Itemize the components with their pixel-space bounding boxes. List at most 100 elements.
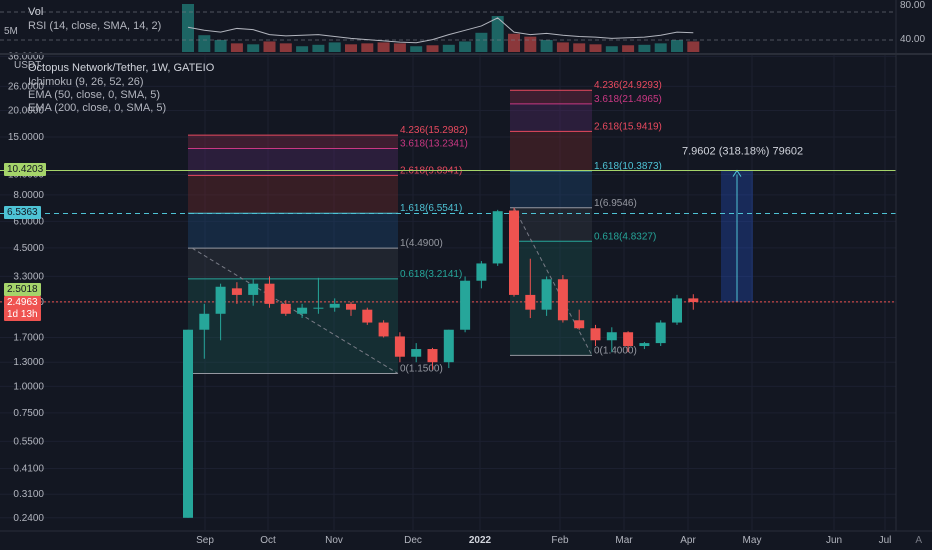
- candle-body: [476, 263, 487, 281]
- candle-body: [427, 349, 438, 363]
- cyan-level-tag: 6.5363: [4, 206, 41, 219]
- fib-extension-right[interactable]: 4.236(24.9293) 3.618(21.4965) 2.618(15.941…: [510, 80, 662, 356]
- candle-body: [346, 303, 356, 310]
- candle-body: [574, 320, 585, 329]
- rsi-line: [187, 17, 694, 44]
- fib-level-label: 1.618(10.3873): [594, 161, 662, 172]
- volume-bar: [312, 44, 325, 52]
- time-tick-label: Oct: [260, 535, 276, 546]
- candle-body: [394, 336, 405, 357]
- volume-bar: [687, 41, 700, 52]
- candle-body: [509, 210, 519, 295]
- time-tick-label: May: [743, 535, 762, 546]
- volume-bar: [214, 40, 227, 52]
- volume-bar: [605, 46, 618, 52]
- candle-body: [492, 211, 503, 264]
- fib-zone: [510, 103, 592, 132]
- price-tick-label: 8.0000: [13, 190, 44, 201]
- time-tick-label: Sep: [196, 535, 214, 546]
- rsi-polyline: [187, 17, 694, 44]
- candle-body: [443, 329, 454, 363]
- fib-level-label: 1.618(6.5541): [400, 203, 462, 214]
- horizontal-lines[interactable]: [0, 170, 896, 303]
- volume-bar: [573, 43, 586, 52]
- ema200-legend[interactable]: EMA (200, close, 0, SMA, 5): [28, 102, 167, 114]
- fib-level-label: 4.236(24.9293): [594, 80, 662, 91]
- ema50-legend[interactable]: EMA (50, close, 0, SMA, 5): [28, 89, 161, 101]
- volume-bar: [589, 44, 602, 52]
- price-tick-label: 36.0000: [8, 51, 45, 62]
- fib-zone: [188, 248, 398, 279]
- price-tick-label: 15.0000: [8, 132, 45, 143]
- rsi-axis-40: 40.00: [900, 34, 926, 45]
- grid-lines: [0, 55, 896, 530]
- candle-body: [541, 279, 552, 310]
- volume-bar: [328, 42, 341, 52]
- candle-body: [378, 322, 389, 337]
- rsi-legend[interactable]: RSI (14, close, SMA, 14, 2): [28, 20, 162, 32]
- fib-zone: [510, 207, 592, 242]
- candle-body: [525, 294, 536, 310]
- volume-pane: [0, 4, 896, 52]
- volume-bar: [638, 44, 651, 52]
- price-tick-label: 0.4100: [13, 463, 44, 474]
- volume-bar: [508, 33, 520, 52]
- price-tick-label: 1.3000: [13, 357, 44, 368]
- candle-body: [606, 332, 617, 341]
- volume-bar: [296, 46, 309, 52]
- volume-bar: [622, 45, 635, 52]
- candle-body: [264, 283, 275, 304]
- time-tick-label: Dec: [404, 535, 422, 546]
- candle-body: [623, 332, 634, 347]
- time-axis[interactable]: Sep Oct Nov Dec 2022 Feb Mar Apr May Jun Jul: [196, 535, 891, 546]
- price-tick-label: 0.5500: [13, 436, 44, 447]
- volume-bar: [671, 40, 683, 52]
- candle-body: [199, 313, 210, 330]
- fib-zone: [188, 135, 398, 149]
- price-axis[interactable]: 36.000026.000020.000015.000010.00008.000…: [8, 51, 45, 523]
- price-tick-label: 6.0000: [13, 216, 44, 227]
- ichimoku-legend[interactable]: Ichimoku (9, 26, 52, 26): [28, 76, 144, 88]
- price-tick-label: 4.5000: [13, 243, 44, 254]
- candle-body: [362, 309, 373, 323]
- auto-scale-button[interactable]: A: [915, 535, 922, 546]
- time-tick-label: Nov: [325, 535, 343, 546]
- price-range-measure[interactable]: 7.9602 (318.18%) 79602: [682, 146, 803, 302]
- fib-level-label: 3.618(21.4965): [594, 94, 662, 105]
- last-price-tag: 2.5018: [4, 283, 41, 296]
- fib-zone: [510, 170, 592, 208]
- volume-bar: [654, 43, 667, 52]
- volume-bar: [263, 41, 276, 52]
- candle-body: [639, 343, 650, 347]
- candle-body: [557, 279, 568, 321]
- candle-body: [688, 298, 699, 302]
- fib-zone: [510, 90, 592, 104]
- symbol-title[interactable]: Octopus Network/Tether, 1W, GATEIO: [28, 62, 215, 74]
- fib-level-label: 1(6.9546): [594, 198, 637, 209]
- price-tick-label: 3.3000: [13, 271, 44, 282]
- green-level-tag: 10.4203: [4, 163, 47, 176]
- candle-body: [280, 303, 291, 314]
- volume-bar: [230, 43, 243, 52]
- candles[interactable]: [183, 207, 699, 518]
- volume-bar: [475, 32, 488, 52]
- volume-bar: [491, 16, 504, 52]
- pane-separators: [0, 0, 932, 532]
- volume-legend[interactable]: Vol: [28, 6, 44, 18]
- volume-bar: [540, 40, 553, 52]
- price-tick-label: 1.7000: [13, 333, 44, 344]
- candle-body: [313, 307, 324, 309]
- fib-level-label: 0.618(3.2141): [400, 269, 462, 280]
- candle-body: [215, 286, 226, 314]
- candle-body: [329, 303, 340, 308]
- price-tick-label: 20.0000: [8, 106, 45, 117]
- countdown-tag: 1d 13h: [4, 308, 41, 321]
- fib-extension-left[interactable]: 4.236(15.2982)3.618(13.2341)2.618(9.8941…: [188, 125, 468, 375]
- candle-body: [231, 288, 242, 295]
- volume-axis-label: 5M: [4, 26, 18, 37]
- time-tick-label: 2022: [469, 535, 492, 546]
- time-tick-label: Jul: [879, 535, 892, 546]
- fib-level-label: 2.618(15.9419): [594, 121, 662, 132]
- fib-level-label: 4.236(15.2982): [400, 125, 468, 136]
